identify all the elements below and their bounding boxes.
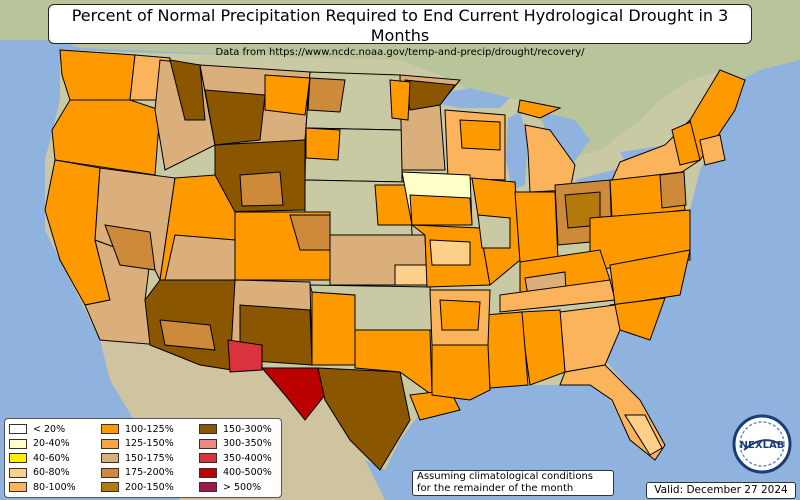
region-mi-up (517, 99, 562, 119)
assumption-line-2: for the remainder of the month (417, 483, 574, 494)
legend-item: 300-350% (199, 437, 272, 452)
legend-label: 20-40% (33, 438, 70, 450)
legend-item: > 500% (199, 480, 272, 495)
region-ia-south (409, 194, 473, 226)
legend-swatch (199, 424, 217, 435)
region-il-inner (477, 214, 511, 249)
legend-item: < 20% (9, 422, 76, 437)
legend-swatch (9, 438, 27, 449)
lake-huron (540, 112, 590, 165)
legend-swatch (101, 453, 119, 464)
legend-item: 20-40% (9, 437, 76, 452)
legend-swatch (9, 467, 27, 478)
legend-label: 80-100% (33, 481, 76, 493)
region-mt-east (264, 74, 311, 116)
region-mo-inner (429, 239, 471, 266)
region-sd-west (305, 127, 341, 161)
region-nd-west (307, 77, 346, 113)
region-ks-south (394, 264, 428, 286)
region-wy-inner (239, 171, 284, 207)
legend-label: 350-400% (223, 452, 272, 464)
map-title: Percent of Normal Precipitation Required… (71, 6, 729, 45)
legend-swatch (199, 453, 217, 464)
nexlab-logo: NEXLAB (732, 414, 792, 474)
assumption-note: Assuming climatological conditions for t… (412, 470, 614, 496)
region-ms (484, 311, 529, 389)
legend-item: 350-400% (199, 451, 272, 466)
legend-swatch (101, 438, 119, 449)
region-id-north (169, 59, 206, 121)
region-fl-south (624, 414, 663, 456)
legend-item: 125-150% (101, 437, 174, 452)
valid-date: Valid: December 27 2024 (646, 482, 796, 499)
region-tx-north (311, 291, 356, 366)
legend-label: > 500% (223, 481, 262, 493)
region-mt-west (204, 89, 266, 146)
legend-swatch (101, 424, 119, 435)
legend-swatch (199, 438, 217, 449)
logo-text: NEXLAB (740, 440, 785, 451)
legend-item: 60-80% (9, 466, 76, 481)
legend-item: 150-175% (101, 451, 174, 466)
legend-item: 400-500% (199, 466, 272, 481)
legend-label: 40-60% (33, 452, 70, 464)
legend-swatch (9, 453, 27, 464)
region-az-inner (159, 319, 216, 351)
legend-swatch (199, 482, 217, 493)
region-la (431, 344, 491, 401)
region-nc (609, 249, 691, 306)
legend-label: 100-125% (125, 423, 174, 435)
legend-item: 175-200% (101, 466, 174, 481)
legend-swatch (101, 467, 119, 478)
legend-label: 300-350% (223, 438, 272, 450)
region-mn-west (389, 79, 411, 121)
region-pa-east (659, 171, 687, 209)
legend-label: < 20% (33, 423, 66, 435)
legend-column-3: 150-300% 300-350% 350-400% 400-500% > 500% (199, 422, 272, 495)
legend-label: 150-300% (223, 423, 272, 435)
legend: < 20% 20-40% 40-60% 60-80% 80-100% 100-125% 1… (4, 418, 282, 498)
region-nm-sw (227, 339, 263, 373)
lake-michigan (506, 112, 528, 190)
legend-label: 125-150% (125, 438, 174, 450)
region-tx-west (260, 367, 326, 421)
legend-swatch (9, 482, 27, 493)
legend-item: 150-300% (199, 422, 272, 437)
region-wi-inner (459, 119, 501, 151)
lake-superior (430, 88, 510, 108)
legend-swatch (9, 424, 27, 435)
map-subtitle: Data from https://www.ncdc.noaa.gov/temp… (215, 47, 585, 58)
legend-item: 80-100% (9, 480, 76, 495)
region-ut-south (164, 234, 236, 281)
legend-column-2: 100-125% 125-150% 150-175% 175-200% 200-150% (101, 422, 174, 495)
legend-item: 200-150% (101, 480, 174, 495)
legend-label: 150-175% (125, 452, 174, 464)
legend-item: 40-60% (9, 451, 76, 466)
legend-label: 175-200% (125, 467, 174, 479)
legend-swatch (101, 482, 119, 493)
legend-label: 60-80% (33, 467, 70, 479)
legend-column-1: < 20% 20-40% 40-60% 60-80% 80-100% (9, 422, 76, 495)
legend-label: 400-500% (223, 467, 272, 479)
region-new-england-south (699, 134, 726, 166)
region-ar-inner (439, 299, 481, 331)
legend-item: 100-125% (101, 422, 174, 437)
region-nv-mid (104, 224, 156, 271)
legend-swatch (199, 467, 217, 478)
region-new-england (689, 69, 746, 162)
title-box: Percent of Normal Precipitation Required… (48, 4, 752, 58)
assumption-line-1: Assuming climatological conditions (417, 471, 593, 482)
legend-label: 200-150% (125, 481, 174, 493)
region-in (514, 191, 559, 263)
